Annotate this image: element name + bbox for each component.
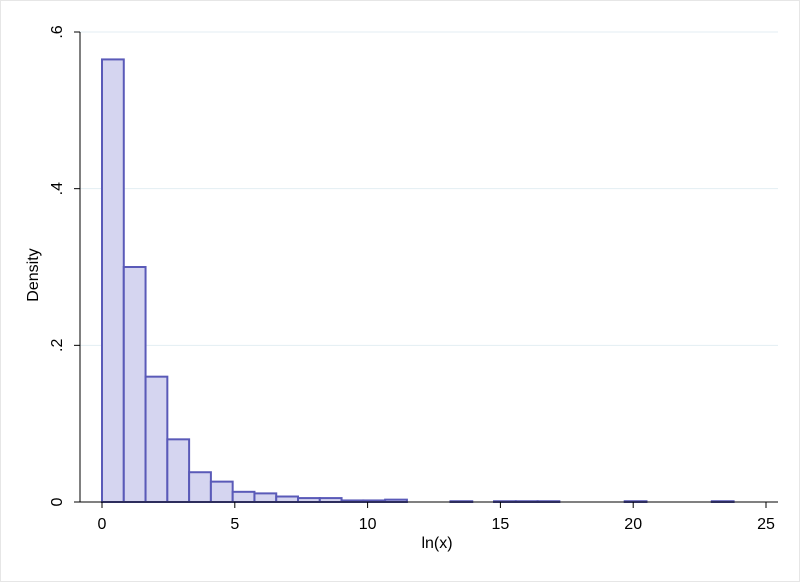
- y-tick-label: 0: [49, 497, 66, 506]
- histogram-bar: [188, 471, 212, 504]
- histogram-bar: [122, 266, 147, 503]
- y-tick-label: .6: [49, 25, 66, 38]
- y-tick-label: .2: [49, 339, 66, 352]
- x-tick-label: 20: [624, 516, 642, 533]
- histogram-bar: [101, 58, 125, 504]
- y-axis-title: Density: [25, 248, 42, 301]
- x-tick-label: 15: [492, 516, 510, 533]
- histogram-bar: [209, 480, 234, 503]
- histogram-bar: [318, 497, 343, 504]
- y-ticks: 0 .2 .4 .6: [49, 25, 80, 506]
- x-tick-label: 10: [359, 516, 377, 533]
- histogram-bar: [166, 438, 191, 504]
- histogram-bar: [231, 490, 256, 504]
- histogram-bar: [297, 497, 321, 504]
- x-tick-label: 0: [98, 516, 107, 533]
- bars: [101, 58, 735, 504]
- x-tick-label: 25: [757, 516, 775, 533]
- x-tick-label: 5: [230, 516, 239, 533]
- y-tick-label: .4: [49, 182, 66, 195]
- histogram-bar: [253, 492, 278, 503]
- histogram-bar: [275, 495, 300, 503]
- grid-lines: [80, 31, 778, 346]
- axes: [79, 32, 778, 503]
- x-axis-title: ln(x): [421, 535, 452, 552]
- histogram-bar: [144, 375, 169, 503]
- x-ticks: 0 5 10 15 20 25: [98, 502, 775, 533]
